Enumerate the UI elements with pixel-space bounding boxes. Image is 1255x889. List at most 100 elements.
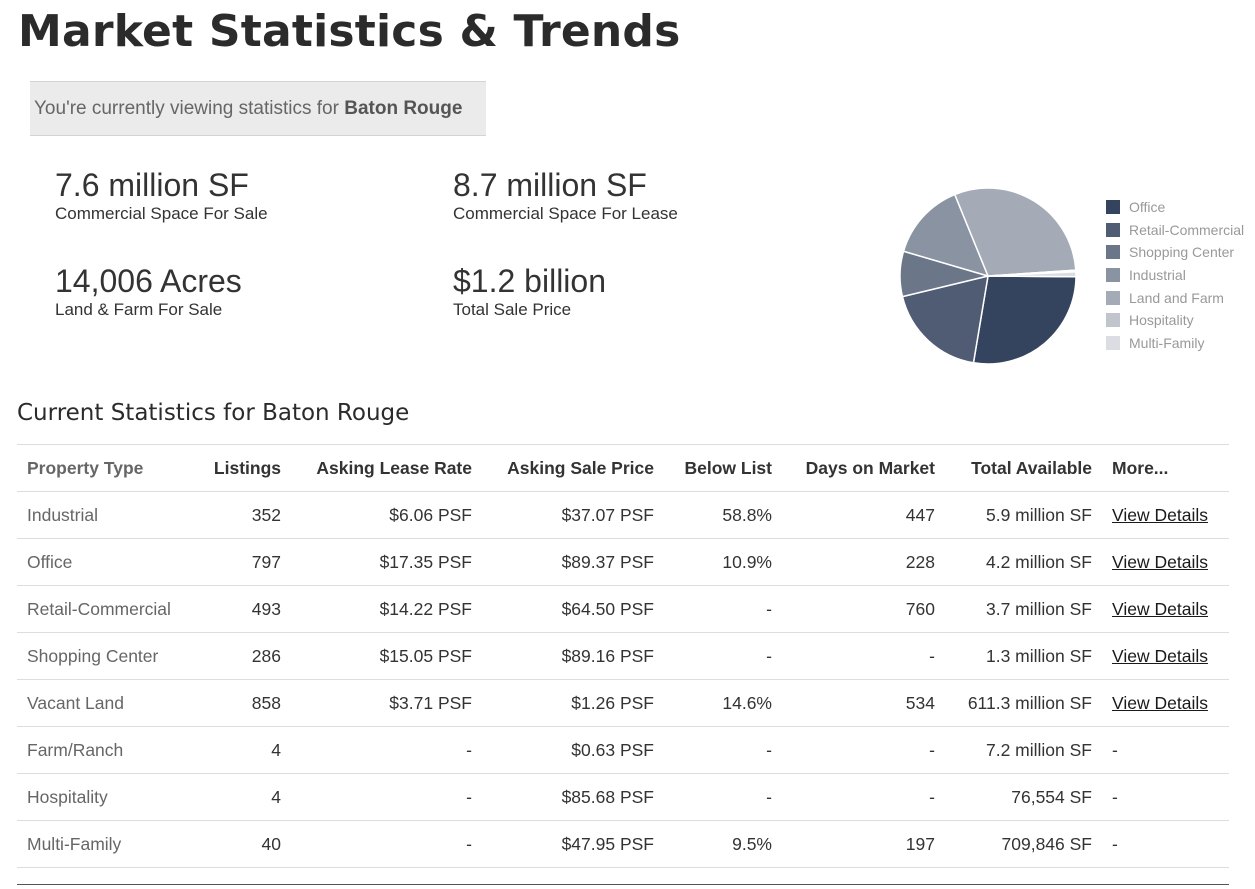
cell-days-on-market: - (782, 632, 945, 680)
column-header[interactable]: Below List (664, 444, 782, 492)
column-header[interactable]: Asking Lease Rate (291, 444, 482, 492)
stat-label: Total Sale Price (453, 300, 572, 319)
cell-asking-sale-price: $1.26 PSF (482, 679, 664, 727)
column-header[interactable]: Asking Sale Price (482, 444, 664, 492)
legend-item-office[interactable]: Office (1106, 196, 1244, 219)
view-details-link[interactable]: View Details (1112, 504, 1208, 525)
view-details-link[interactable]: View Details (1112, 551, 1208, 572)
stat-value: 7.6 million SF (55, 167, 249, 203)
cell-below-list: - (664, 632, 782, 680)
cell-more: View Details (1102, 491, 1229, 539)
pie-slice-industrial[interactable] (902, 193, 990, 278)
stat-commercial-for-lease: 8.7 million SF Commercial Space For Leas… (453, 167, 678, 224)
cell-listings: 4 (191, 773, 291, 821)
cell-total-available: 76,554 SF (945, 773, 1102, 821)
cell-total-available: 5.9 million SF (945, 491, 1102, 539)
cell-listings: 286 (191, 632, 291, 680)
table-header-row: Property Type Listings Asking Lease Rate… (17, 444, 1229, 492)
table-row: Retail-Commercial 493 $14.22 PSF $64.50 … (17, 585, 1229, 633)
statistics-table: Property Type Listings Asking Lease Rate… (17, 444, 1229, 868)
cell-more: - (1102, 820, 1229, 868)
table-row: Industrial 352 $6.06 PSF $37.07 PSF 58.8… (17, 491, 1229, 539)
cell-total-available: 4.2 million SF (945, 538, 1102, 586)
cell-asking-sale-price: $37.07 PSF (482, 491, 664, 539)
legend-label: Shopping Center (1129, 244, 1235, 261)
table-row: Multi-Family 40 - $47.95 PSF 9.5% 197 70… (17, 820, 1229, 868)
cell-asking-sale-price: $47.95 PSF (482, 820, 664, 868)
stat-label: Commercial Space For Sale (55, 204, 268, 223)
column-header[interactable]: Listings (191, 444, 291, 492)
column-header: More... (1102, 444, 1229, 492)
legend-item-shopping-center[interactable]: Shopping Center (1106, 241, 1244, 264)
pie-slice-retail-commercial[interactable] (901, 275, 989, 364)
cell-total-available: 3.7 million SF (945, 585, 1102, 633)
pie-slice-multi-family[interactable] (987, 271, 1077, 278)
view-details-link[interactable]: View Details (1112, 692, 1208, 713)
cell-more: View Details (1102, 679, 1229, 727)
cell-days-on-market: 534 (782, 679, 945, 727)
cell-asking-lease-rate: $6.06 PSF (291, 491, 482, 539)
cell-total-available: 611.3 million SF (945, 679, 1102, 727)
cell-below-list: 10.9% (664, 538, 782, 586)
legend-swatch (1106, 222, 1120, 237)
cell-total-available: 7.2 million SF (945, 726, 1102, 774)
legend-swatch (1106, 200, 1120, 215)
stat-value: 14,006 Acres (55, 263, 242, 299)
view-details-link[interactable]: View Details (1112, 598, 1208, 619)
view-details-link[interactable]: View Details (1112, 645, 1208, 666)
pie-slice-land-and-farm[interactable] (953, 187, 1077, 277)
stat-value: $1.2 billion (453, 263, 606, 299)
cell-asking-sale-price: $64.50 PSF (482, 585, 664, 633)
cell-asking-lease-rate: - (291, 820, 482, 868)
table-row: Farm/Ranch 4 - $0.63 PSF - - 7.2 million… (17, 726, 1229, 774)
cell-listings: 352 (191, 491, 291, 539)
cell-days-on-market: - (782, 726, 945, 774)
cell-property-type: Farm/Ranch (17, 726, 191, 774)
cell-listings: 4 (191, 726, 291, 774)
cell-asking-sale-price: $85.68 PSF (482, 773, 664, 821)
legend-item-multi-family[interactable]: Multi-Family (1106, 332, 1244, 355)
cell-asking-lease-rate: $14.22 PSF (291, 585, 482, 633)
cell-property-type: Shopping Center (17, 632, 191, 680)
stat-land-farm-for-sale: 14,006 Acres Land & Farm For Sale (55, 263, 242, 320)
cell-property-type: Hospitality (17, 773, 191, 821)
legend-label: Industrial (1129, 267, 1186, 284)
cell-listings: 858 (191, 679, 291, 727)
cell-property-type: Vacant Land (17, 679, 191, 727)
pie-slice-office[interactable] (972, 275, 1077, 365)
legend-item-hospitality[interactable]: Hospitality (1106, 309, 1244, 332)
cell-listings: 797 (191, 538, 291, 586)
cell-below-list: 9.5% (664, 820, 782, 868)
cell-below-list: - (664, 726, 782, 774)
cell-listings: 493 (191, 585, 291, 633)
legend-swatch (1106, 245, 1120, 260)
column-header[interactable]: Property Type (17, 444, 191, 492)
cell-asking-lease-rate: $15.05 PSF (291, 632, 482, 680)
cell-asking-sale-price: $0.63 PSF (482, 726, 664, 774)
cell-total-available: 1.3 million SF (945, 632, 1102, 680)
cell-more: View Details (1102, 538, 1229, 586)
cell-property-type: Office (17, 538, 191, 586)
column-header[interactable]: Days on Market (782, 444, 945, 492)
legend-label: Office (1129, 199, 1166, 216)
legend-item-land-and-farm[interactable]: Land and Farm (1106, 286, 1244, 309)
cell-days-on-market: 760 (782, 585, 945, 633)
legend-item-retail-commercial[interactable]: Retail-Commercial (1106, 219, 1244, 242)
legend-label: Multi-Family (1129, 334, 1205, 351)
cell-asking-lease-rate: - (291, 726, 482, 774)
cell-asking-sale-price: $89.37 PSF (482, 538, 664, 586)
context-location: Baton Rouge (344, 98, 463, 119)
cell-more: - (1102, 726, 1229, 774)
legend-item-industrial[interactable]: Industrial (1106, 264, 1244, 287)
column-header[interactable]: Total Available (945, 444, 1102, 492)
section-divider (17, 884, 1229, 885)
cell-asking-lease-rate: $3.71 PSF (291, 679, 482, 727)
cell-property-type: Retail-Commercial (17, 585, 191, 633)
stat-label: Land & Farm For Sale (55, 300, 223, 319)
cell-listings: 40 (191, 820, 291, 868)
context-prefix: You're currently viewing statistics for (34, 98, 339, 119)
legend-swatch (1106, 268, 1120, 283)
cell-days-on-market: - (782, 773, 945, 821)
legend-label: Hospitality (1129, 312, 1194, 329)
property-type-pie-chart (899, 187, 1077, 365)
